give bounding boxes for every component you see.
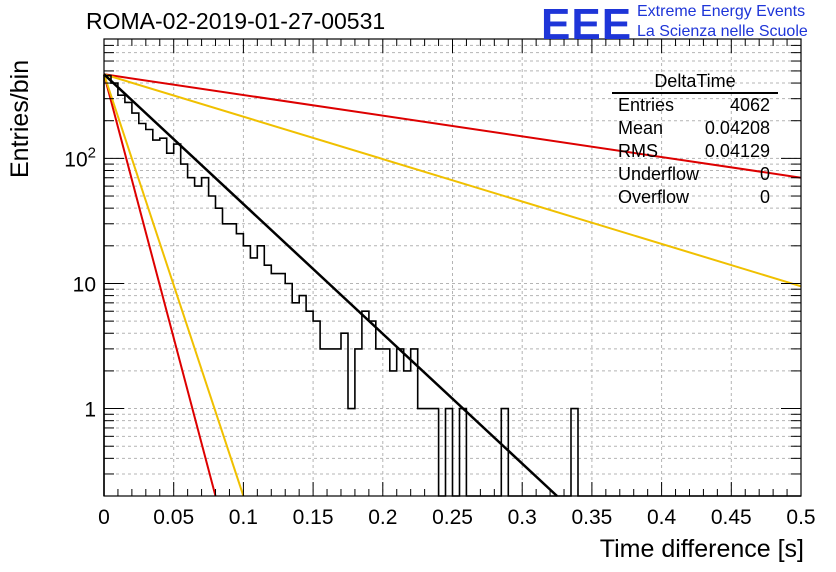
x-tick-label: 0.35 [571, 506, 612, 529]
x-tick-label: 0.45 [711, 506, 752, 529]
stat-value: 0.04129 [704, 141, 770, 161]
y-tick-label: 1 [84, 399, 96, 422]
series-line-2 [103, 74, 217, 497]
stats-title: DeltaTime [612, 70, 778, 94]
x-tick-label: 0.2 [368, 506, 397, 529]
y-tick-label: 10 [73, 273, 96, 296]
stat-label: Overflow [618, 187, 690, 207]
x-tick-label: 0.05 [153, 506, 194, 529]
x-tick-label: 0.5 [786, 506, 815, 529]
stat-row-entries: Entries 4062 [612, 94, 778, 117]
x-axis-label: Time difference [s] [599, 535, 804, 563]
stat-row-overflow: Overflow 0 [612, 186, 778, 209]
stat-label: Mean [618, 118, 664, 138]
stat-value: 0 [759, 164, 770, 184]
eee-logo: EEE [541, 0, 633, 49]
x-tick-label: 0 [98, 506, 110, 529]
x-tick-label: 0.3 [508, 506, 537, 529]
stat-row-underflow: Underflow 0 [612, 163, 778, 186]
stats-box: DeltaTime Entries 4062 Mean 0.04208 RMS … [612, 70, 778, 209]
stat-label: Underflow [618, 164, 700, 184]
x-tick-label: 0.4 [647, 506, 677, 529]
logo-line-2: La Scienza nelle Scuole [637, 23, 808, 40]
stat-value: 4062 [729, 95, 770, 115]
y-axis-label: Entries/bin [6, 59, 34, 178]
series-line-1 [103, 73, 802, 288]
x-tick-label: 0.1 [229, 506, 258, 529]
stat-value: 0 [759, 187, 770, 207]
chart-title: ROMA-02-2019-01-27-00531 [86, 8, 386, 34]
x-tick-label: 0.15 [293, 506, 334, 529]
stat-label: RMS [618, 141, 658, 161]
series-line-0 [103, 73, 802, 179]
y-tick-label: 102 [64, 144, 96, 171]
stat-value: 0.04208 [704, 118, 770, 138]
logo-line-1: Extreme Energy Events [637, 3, 806, 20]
stat-row-rms: RMS 0.04129 [612, 140, 778, 163]
stat-label: Entries [618, 95, 675, 115]
stat-row-mean: Mean 0.04208 [612, 117, 778, 140]
series-line-3 [103, 73, 245, 497]
x-tick-label: 0.25 [432, 506, 473, 529]
